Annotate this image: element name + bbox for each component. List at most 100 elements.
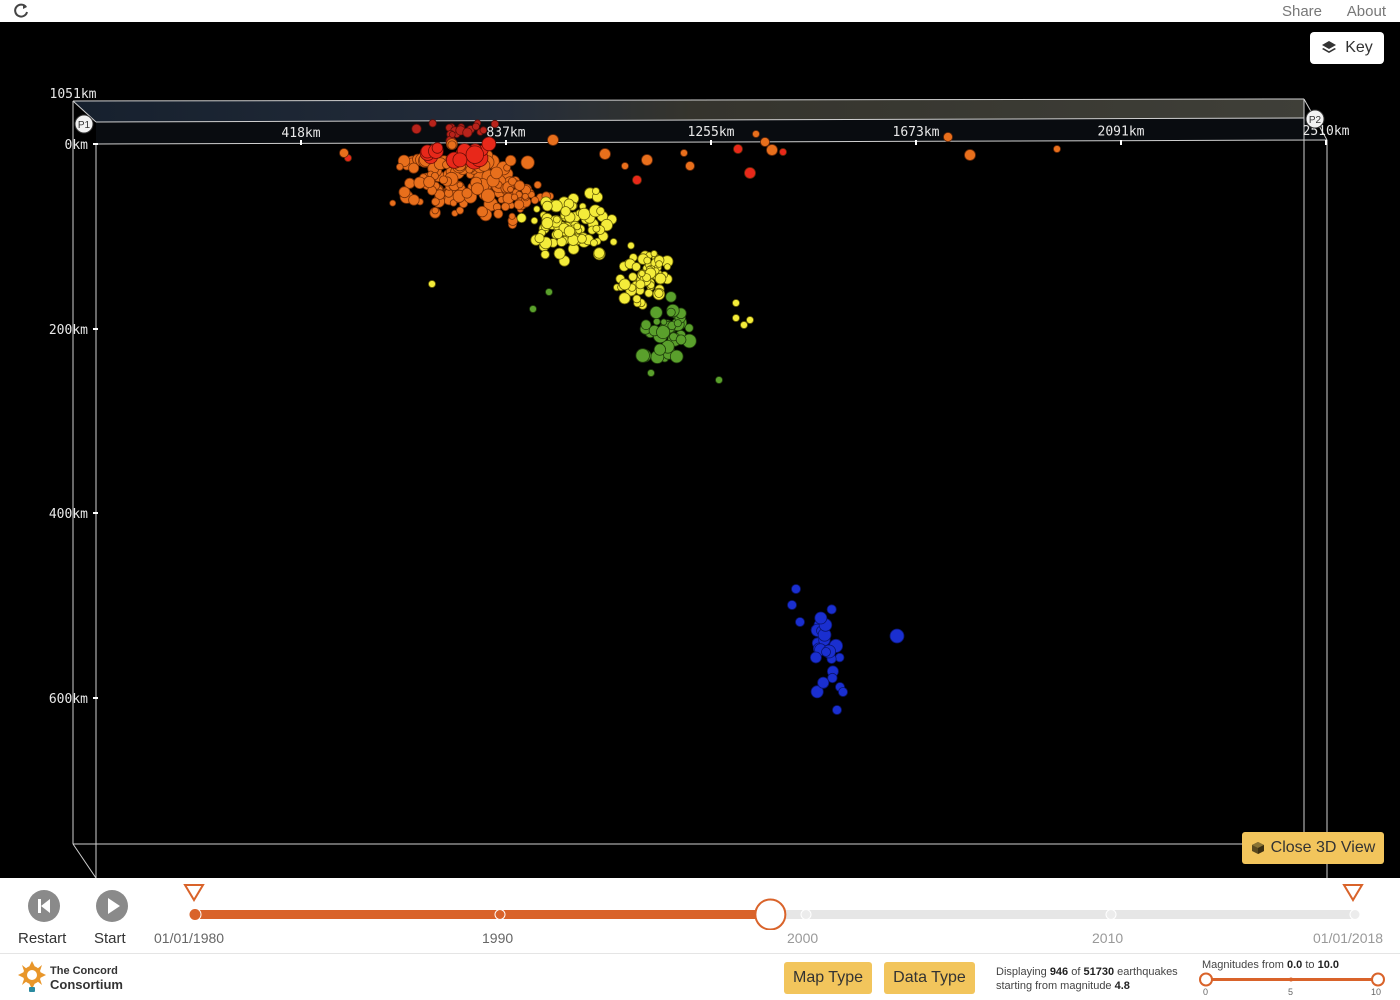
concord-logo[interactable]: The Concord Consortium — [16, 960, 136, 996]
earthquake-dot[interactable] — [621, 162, 629, 170]
earthquake-dot[interactable] — [514, 180, 525, 191]
earthquake-dot[interactable] — [795, 617, 805, 627]
earthquake-dot[interactable] — [732, 299, 740, 307]
magnitude-max-handle[interactable] — [1371, 972, 1385, 987]
earthquake-dot[interactable] — [627, 241, 635, 250]
earthquake-dot[interactable] — [547, 134, 559, 146]
earthquake-dot[interactable] — [516, 212, 527, 223]
cross-section-3d-view[interactable]: 1051km 418km 837km 1255km 1673km 2091km 2510km… — [0, 22, 1400, 878]
earthquake-dot[interactable] — [746, 316, 754, 324]
earthquake-dot[interactable] — [552, 215, 561, 224]
earthquake-dot[interactable] — [462, 127, 473, 138]
earthquake-dot[interactable] — [814, 611, 828, 625]
map-type-button[interactable]: Map Type — [784, 962, 872, 994]
earthquake-dot[interactable] — [590, 238, 598, 247]
earthquake-dot[interactable] — [545, 288, 553, 296]
earthquake-dot[interactable] — [821, 647, 831, 657]
earthquake-dot[interactable] — [684, 323, 694, 333]
earthquake-dot[interactable] — [534, 233, 545, 244]
earthquake-dot[interactable] — [618, 292, 631, 305]
earthquake-dot[interactable] — [641, 154, 653, 166]
earthquake-dot[interactable] — [560, 206, 571, 217]
earthquake-dot[interactable] — [752, 130, 760, 138]
earthquake-dot[interactable] — [685, 161, 695, 171]
earthquake-dot[interactable] — [513, 199, 525, 210]
earthquake-dot[interactable] — [680, 149, 688, 157]
restart-button[interactable] — [28, 890, 60, 922]
magnitude-slider[interactable] — [1196, 971, 1390, 989]
earthquake-dot[interactable] — [599, 148, 611, 160]
about-link[interactable]: About — [1346, 3, 1386, 20]
earthquake-dot[interactable] — [618, 278, 631, 291]
earthquake-dot[interactable] — [635, 348, 650, 363]
timeline-handle[interactable] — [754, 898, 787, 930]
earthquake-dot[interactable] — [593, 247, 605, 259]
earthquake-dot[interactable] — [632, 294, 642, 304]
reload-icon[interactable] — [12, 2, 30, 20]
earthquake-dot[interactable] — [640, 319, 652, 331]
start-button[interactable] — [96, 890, 128, 922]
earthquake-dot[interactable] — [653, 343, 667, 356]
timeline-end-marker[interactable] — [1342, 884, 1364, 902]
earthquake-dot[interactable] — [470, 182, 484, 196]
earthquake-dot[interactable] — [889, 628, 905, 644]
earthquake-dot[interactable] — [577, 234, 587, 244]
earthquake-dot[interactable] — [447, 140, 457, 150]
earthquake-dot[interactable] — [652, 317, 661, 326]
earthquake-dot[interactable] — [540, 249, 550, 260]
earthquake-dot[interactable] — [500, 202, 510, 212]
earthquake-dot[interactable] — [577, 207, 591, 221]
earthquake-dot[interactable] — [431, 206, 439, 215]
earthquake-dot[interactable] — [553, 229, 564, 240]
earthquake-dot[interactable] — [408, 194, 420, 206]
earthquake-dot[interactable] — [964, 149, 976, 161]
earthquake-dot[interactable] — [663, 263, 672, 271]
earthquake-dot[interactable] — [476, 205, 488, 218]
timeline-slider[interactable] — [0, 878, 1400, 930]
earthquake-dot[interactable] — [533, 205, 541, 213]
earthquake-dot[interactable] — [553, 247, 566, 260]
earthquake-dot[interactable] — [827, 672, 838, 684]
earthquake-dot[interactable] — [673, 319, 682, 328]
earthquake-dot[interactable] — [838, 687, 848, 697]
earthquake-dot[interactable] — [675, 334, 687, 346]
earthquake-dot[interactable] — [740, 321, 748, 329]
earthquake-dot[interactable] — [643, 256, 652, 265]
earthquake-dot[interactable] — [395, 163, 404, 171]
earthquake-dot[interactable] — [656, 325, 671, 340]
earthquake-dot[interactable] — [428, 119, 437, 128]
earthquake-dot[interactable] — [779, 148, 787, 156]
earthquake-dot[interactable] — [448, 131, 456, 138]
earthquake-dot[interactable] — [832, 705, 842, 715]
earthquake-dot[interactable] — [628, 272, 638, 282]
earthquake-dot[interactable] — [455, 206, 464, 215]
earthquake-dot[interactable] — [654, 272, 667, 285]
earthquake-dot[interactable] — [650, 250, 658, 258]
share-link[interactable]: Share — [1281, 3, 1322, 20]
earthquake-dot[interactable] — [389, 199, 397, 207]
earthquake-dot[interactable] — [510, 193, 519, 201]
earthquake-dot[interactable] — [563, 225, 576, 238]
earthquake-dot[interactable] — [423, 175, 436, 188]
earthquake-dot[interactable] — [835, 652, 845, 663]
p1-marker[interactable] — [74, 114, 94, 134]
earthquake-dot[interactable] — [1053, 145, 1061, 153]
earthquake-dot[interactable] — [596, 206, 605, 216]
earthquake-dot[interactable] — [456, 181, 464, 189]
earthquake-dot[interactable] — [431, 142, 444, 154]
earthquake-dot[interactable] — [480, 188, 496, 203]
earthquake-dot[interactable] — [732, 314, 740, 322]
earthquake-dot[interactable] — [592, 224, 601, 233]
data-type-button[interactable]: Data Type — [884, 962, 975, 994]
earthquake-dot[interactable] — [647, 369, 655, 377]
earthquake-dot[interactable] — [715, 376, 723, 384]
earthquake-dot[interactable] — [507, 185, 514, 193]
earthquake-dot[interactable] — [609, 238, 618, 246]
earthquake-dot[interactable] — [505, 154, 517, 167]
earthquake-dot[interactable] — [638, 269, 646, 277]
earthquake-dot[interactable] — [791, 584, 801, 594]
earthquake-dot[interactable] — [632, 175, 642, 185]
earthquake-dot[interactable] — [471, 122, 480, 131]
p2-marker[interactable] — [1305, 109, 1325, 129]
earthquake-dot[interactable] — [669, 349, 684, 364]
